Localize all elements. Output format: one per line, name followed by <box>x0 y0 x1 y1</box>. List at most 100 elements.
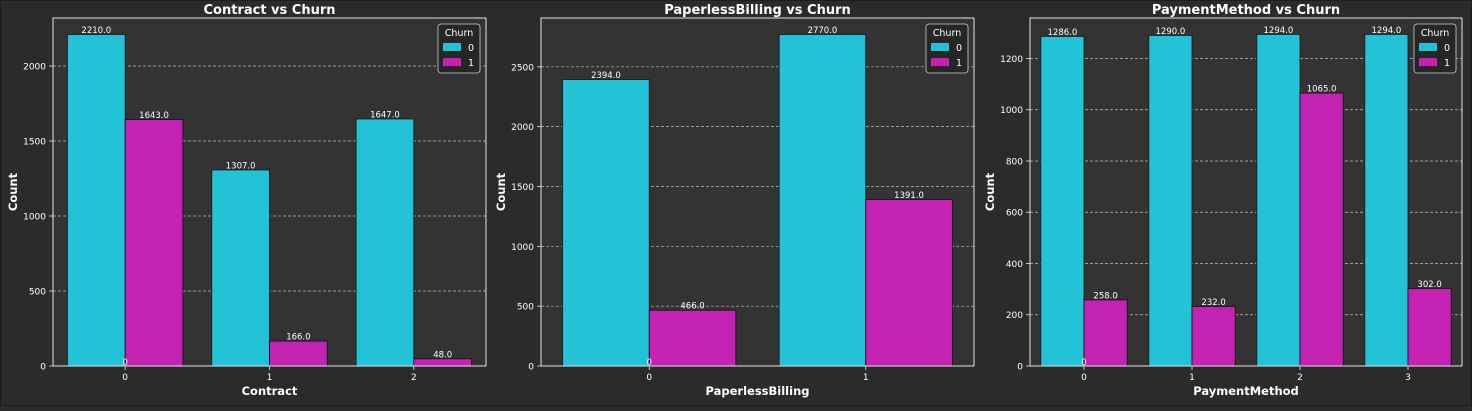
bar-value-label: 1294.0 <box>1372 26 1402 36</box>
bar-value-label: 1307.0 <box>226 161 256 171</box>
chart-panel-2: 0200400600800100012001286.0258.001290.02… <box>983 3 1463 398</box>
bar-value-label: 2770.0 <box>808 26 838 36</box>
y-axis-label: Count <box>6 172 20 211</box>
y-tick-label: 1500 <box>23 138 46 148</box>
legend-title: Churn <box>933 28 961 39</box>
bar-value-label: 48.0 <box>433 350 452 360</box>
axes-spines <box>1029 17 1463 367</box>
x-axis-label: Contract <box>242 384 298 398</box>
legend-entry-label: 0 <box>1444 43 1450 54</box>
bar-series-1-cat-1 <box>269 340 328 367</box>
bar-series-0-cat-1 <box>211 169 270 367</box>
y-tick-label: 0 <box>40 363 46 373</box>
legend: Churn 0 1 <box>437 23 481 74</box>
y-tick-label: 1500 <box>511 183 534 193</box>
legend-entry-label: 1 <box>956 58 962 69</box>
legend-swatch-1 <box>931 58 949 66</box>
x-tick-label: 3 <box>1405 373 1411 383</box>
bar-series-1-cat-0 <box>1083 299 1128 367</box>
bar-series-1-cat-0 <box>124 119 184 367</box>
axes-spines <box>540 17 975 367</box>
y-tick-label: 500 <box>517 303 534 313</box>
y-tick-label: 800 <box>1006 157 1023 167</box>
legend-swatch-1 <box>443 58 461 66</box>
bar-series-0-cat-2 <box>355 118 415 367</box>
y-tick-label: 2000 <box>511 123 534 133</box>
y-tick-label: 2500 <box>511 63 534 73</box>
chart-title: PaperlessBilling vs Churn <box>664 3 851 18</box>
bar-value-label: 1065.0 <box>1307 85 1337 95</box>
chart-panel-1: 0 500 1000 1500 2000 2500 2394.0 466.0 0 2770.0 13… <box>494 3 975 398</box>
chart-panel-0: 0 500 1000 1500 2000 2210.0 1643.0 0 1307.0 166.0… <box>6 3 487 398</box>
x-tick-label: 2 <box>411 373 417 383</box>
legend-entry-label: 1 <box>1444 58 1450 69</box>
bar-value-label: 466.0 <box>680 302 704 312</box>
legend: Churn 0 1 <box>925 23 969 74</box>
chart-title: PaymentMethod vs Churn <box>1152 3 1340 18</box>
bar-value-label: 1294.0 <box>1264 26 1294 36</box>
bar-value-label: 1643.0 <box>139 111 169 121</box>
y-axis-label: Count <box>494 172 508 211</box>
axes-spines <box>52 17 487 367</box>
bar-series-0-cat-1 <box>1148 35 1193 367</box>
zero-annotation: 0 <box>122 358 127 368</box>
bar-series-1-cat-0 <box>648 309 737 367</box>
legend-title: Churn <box>1421 28 1449 39</box>
legend-swatch-1 <box>1419 58 1437 66</box>
y-tick-label: 1000 <box>1000 106 1023 116</box>
bar-value-label: 2394.0 <box>591 71 621 81</box>
bar-series-1-cat-2 <box>1299 92 1344 367</box>
bar-value-label: 1647.0 <box>370 110 400 120</box>
bar-series-0-cat-1 <box>778 34 867 367</box>
y-tick-label: 200 <box>1006 311 1023 321</box>
bar-value-label: 2210.0 <box>81 26 111 36</box>
bar-value-label: 1286.0 <box>1048 28 1078 38</box>
bar-value-label: 1290.0 <box>1156 27 1186 37</box>
bar-series-0-cat-0 <box>562 79 650 367</box>
y-tick-label: 0 <box>1017 363 1023 373</box>
bar-value-label: 1391.0 <box>894 191 924 201</box>
legend-swatch-0 <box>931 43 949 51</box>
y-tick-label: 2000 <box>23 63 46 73</box>
legend: Churn 0 1 <box>1413 23 1457 74</box>
legend-title: Churn <box>445 28 473 39</box>
y-tick-label: 1000 <box>511 243 534 253</box>
chart-title: Contract vs Churn <box>203 3 335 18</box>
bar-series-1-cat-1 <box>1191 306 1236 367</box>
bar-series-0-cat-3 <box>1364 34 1409 367</box>
legend-swatch-0 <box>1419 43 1437 51</box>
y-tick-label: 1200 <box>1000 55 1023 65</box>
y-tick-label: 400 <box>1006 260 1023 270</box>
x-tick-label: 0 <box>1081 373 1087 383</box>
x-axis-label: PaperlessBilling <box>706 384 810 398</box>
bar-value-label: 302.0 <box>1417 280 1441 290</box>
zero-annotation: 0 <box>1081 358 1086 368</box>
bar-value-label: 166.0 <box>286 333 310 343</box>
bar-series-0-cat-0 <box>67 34 126 367</box>
bar-series-0-cat-0 <box>1040 36 1085 367</box>
x-tick-label: 1 <box>267 373 273 383</box>
legend-swatch-0 <box>443 43 461 51</box>
legend-entry-label: 0 <box>956 43 962 54</box>
x-tick-label: 0 <box>646 373 652 383</box>
y-tick-label: 600 <box>1006 209 1023 219</box>
x-tick-label: 1 <box>863 373 869 383</box>
bar-series-1-cat-3 <box>1407 288 1452 367</box>
x-axis-label: PaymentMethod <box>1193 384 1299 398</box>
x-tick-label: 0 <box>122 373 128 383</box>
bar-value-label: 258.0 <box>1093 291 1117 301</box>
y-tick-label: 500 <box>29 288 46 298</box>
y-axis-label: Count <box>983 172 997 211</box>
y-tick-label: 1000 <box>23 213 46 223</box>
x-tick-label: 1 <box>1189 373 1195 383</box>
bar-series-0-cat-2 <box>1256 34 1301 367</box>
x-tick-label: 2 <box>1297 373 1303 383</box>
y-tick-label: 0 <box>528 363 534 373</box>
bar-series-1-cat-1 <box>865 199 953 367</box>
legend-entry-label: 1 <box>468 58 474 69</box>
legend-entry-label: 0 <box>468 43 474 54</box>
bar-value-label: 232.0 <box>1201 298 1225 308</box>
zero-annotation: 0 <box>647 358 652 368</box>
